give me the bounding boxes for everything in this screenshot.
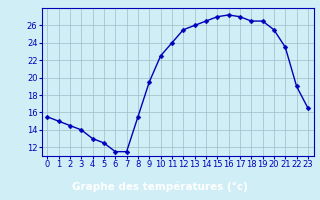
Text: Graphe des températures (°c): Graphe des températures (°c) [72, 182, 248, 192]
